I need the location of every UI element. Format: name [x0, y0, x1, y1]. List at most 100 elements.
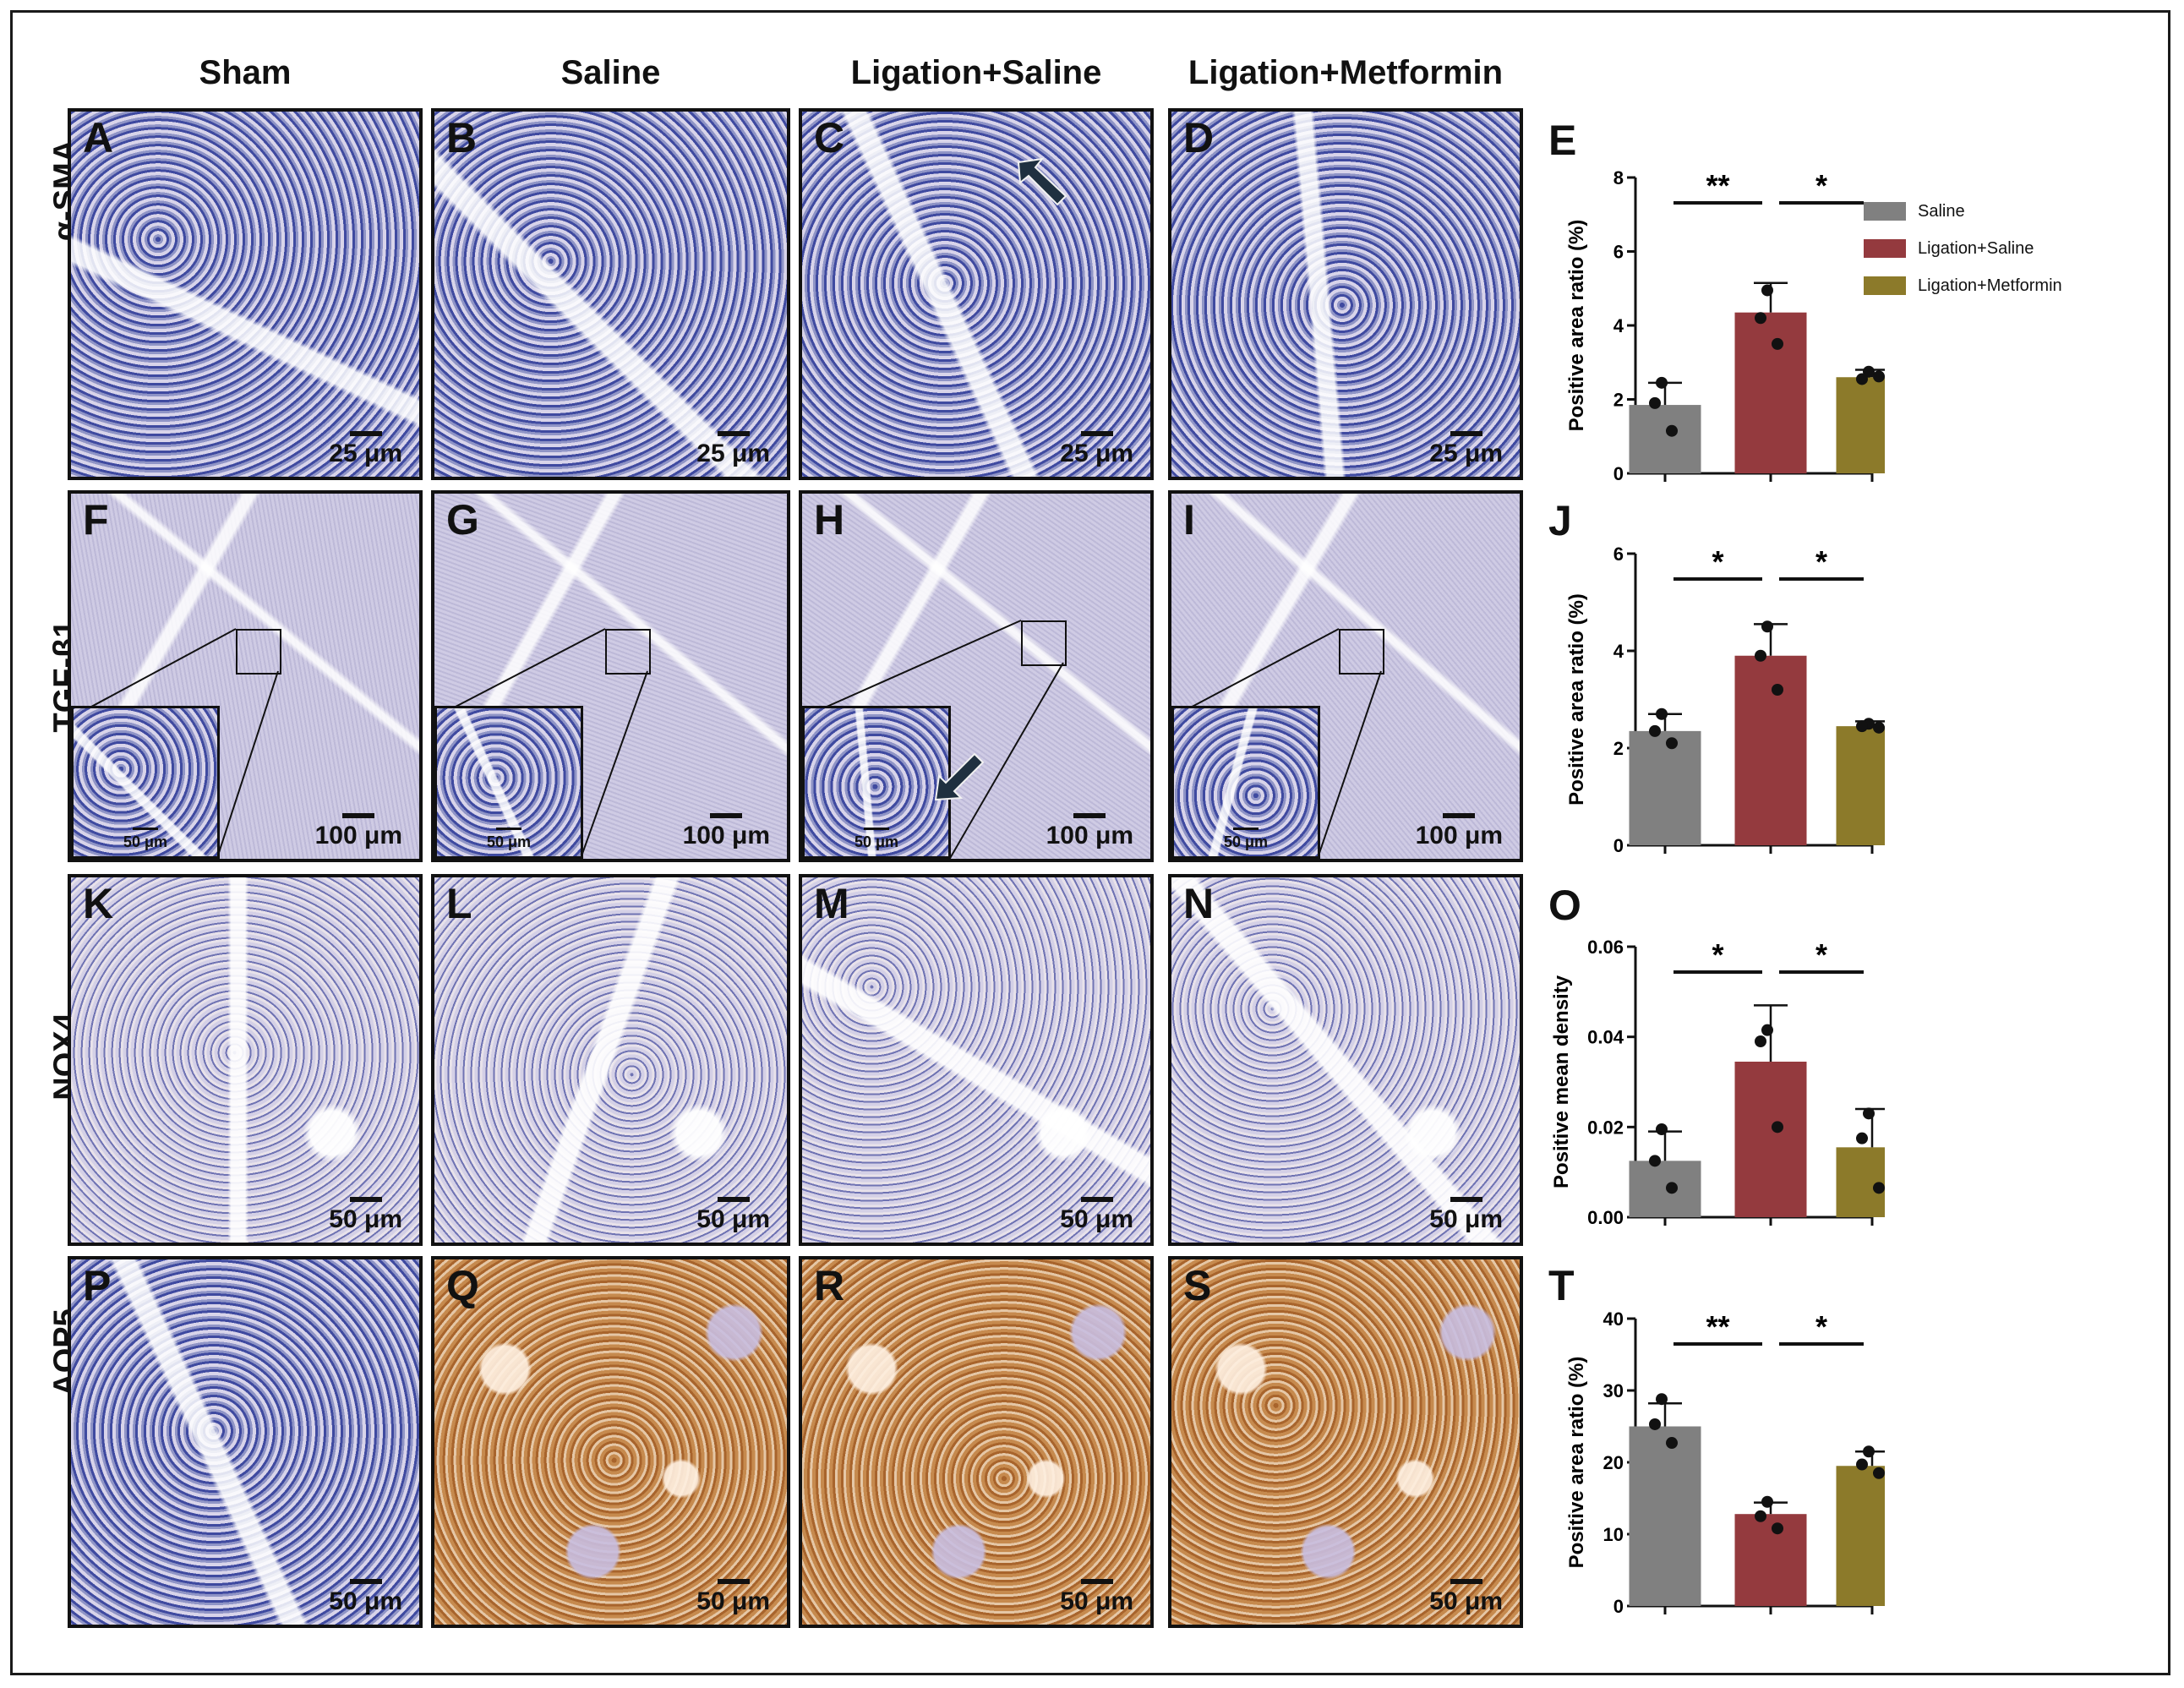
arrow-icon: [1017, 157, 1067, 206]
micrograph-panel-n: N 50 μm: [1168, 874, 1523, 1246]
scale-bar: 50 μm: [696, 1579, 770, 1616]
data-point: [1761, 1495, 1773, 1508]
y-tick-label: 40: [1603, 1308, 1624, 1330]
y-tick-label: 4: [1613, 315, 1624, 336]
micrograph-panel-f: F 100 μm 50 μm: [68, 490, 423, 862]
micrograph-panel-i: I 100 μm 50 μm: [1168, 490, 1523, 862]
panel-letter: D: [1183, 114, 1215, 161]
data-point: [1772, 337, 1783, 350]
scale-bar: 100 μm: [683, 813, 770, 850]
scale-bar: 25 μm: [1060, 431, 1133, 468]
zoom-line: [579, 670, 648, 859]
legend-item: Ligation+Saline: [1864, 230, 2062, 267]
scale-bar-label: 50 μm: [1060, 1587, 1133, 1615]
data-point: [1761, 620, 1773, 633]
scale-bar-line: [342, 813, 375, 818]
row-label: α-SMA: [48, 139, 84, 241]
column-header: Saline: [560, 54, 661, 91]
arrow-shape: [934, 752, 985, 801]
scale-bar: 25 μm: [696, 431, 770, 468]
y-tick-label: 0.02: [1587, 1117, 1624, 1138]
y-tick-label: 30: [1603, 1380, 1624, 1401]
bar-2: [1734, 312, 1807, 473]
inset-scale-bar-line: [495, 828, 521, 830]
bar-2: [1734, 1062, 1807, 1217]
panel-letter: K: [83, 880, 114, 927]
chart-panel-letter: O: [1548, 882, 1581, 929]
zoom-line: [1171, 628, 1340, 718]
y-axis-label: Positive area ratio (%): [1565, 220, 1588, 432]
inset-scale-bar: 50 μm: [854, 828, 898, 851]
zoom-line: [1316, 670, 1382, 859]
bar-2: [1734, 655, 1807, 845]
data-point: [1755, 649, 1766, 662]
scale-bar: 50 μm: [1060, 1197, 1133, 1234]
legend-label: Ligation+Metformin: [1918, 276, 2062, 295]
legend-swatch: [1864, 202, 1906, 221]
micrograph-panel-m: M 50 μm: [799, 874, 1154, 1246]
data-point: [1666, 424, 1678, 437]
data-point: [1656, 1123, 1668, 1135]
bar-2: [1734, 1514, 1807, 1606]
y-tick-label: 0: [1613, 835, 1624, 856]
micrograph-panel-k: K 50 μm: [68, 874, 423, 1246]
y-tick-label: 2: [1613, 390, 1624, 411]
scale-bar-line: [1443, 813, 1476, 818]
y-axis-label: Positive area ratio (%): [1565, 1357, 1588, 1569]
scale-bar: 25 μm: [1429, 431, 1503, 468]
y-tick-label: 10: [1603, 1524, 1624, 1545]
significance-label: *: [1712, 544, 1723, 579]
zoom-line: [802, 620, 1022, 718]
data-point: [1772, 684, 1783, 696]
scale-bar-label: 50 μm: [329, 1205, 402, 1233]
significance-label: *: [1815, 544, 1827, 579]
scale-bar: 100 μm: [1416, 813, 1503, 850]
micrograph-panel-r: R 50 μm: [799, 1256, 1154, 1628]
significance-label: *: [1815, 937, 1827, 972]
micrograph-panel-q: Q 50 μm: [431, 1256, 790, 1628]
scale-bar-label: 25 μm: [1060, 440, 1133, 467]
scale-bar-label: 100 μm: [1046, 822, 1133, 849]
row-label: TGF-β1: [48, 620, 84, 733]
data-point: [1755, 1510, 1766, 1522]
scale-bar-line: [1450, 431, 1482, 436]
inset-scale-bar-line: [1232, 828, 1259, 830]
scale-bar-label: 100 μm: [682, 822, 770, 849]
y-tick-label: 0: [1613, 463, 1624, 484]
panel-letter: C: [814, 114, 845, 161]
scale-bar: 50 μm: [329, 1579, 402, 1616]
zoom-lines: [1171, 628, 1382, 859]
scale-bar-label: 50 μm: [1429, 1587, 1503, 1615]
data-point: [1649, 1155, 1661, 1167]
micrograph-panel-h: H 100 μm 50 μm: [799, 490, 1154, 862]
bar-chart-j: 0 2 4 6 Positive area ratio (%) * *: [1565, 544, 1885, 856]
data-point: [1873, 1467, 1885, 1479]
panel-letter: N: [1183, 880, 1215, 927]
y-tick-label: 0: [1613, 1596, 1624, 1617]
arrow-icon: [934, 752, 985, 801]
data-point: [1656, 376, 1668, 389]
scale-bar: 100 μm: [315, 813, 402, 850]
y-tick-label: 6: [1613, 544, 1624, 565]
data-point: [1873, 721, 1885, 734]
scale-bar-line: [1080, 431, 1113, 436]
significance-label: *: [1712, 937, 1723, 972]
zoom-region-box: [1339, 629, 1384, 675]
data-point: [1873, 370, 1885, 383]
scale-bar-line: [1080, 1579, 1113, 1584]
zoom-line: [216, 670, 279, 859]
scale-bar: 50 μm: [696, 1197, 770, 1234]
zoom-line: [71, 628, 237, 718]
scale-bar: 100 μm: [1046, 813, 1133, 850]
column-header: Ligation+Metformin: [1188, 54, 1504, 91]
scale-bar-line: [1450, 1579, 1482, 1584]
scale-bar-line: [1080, 1197, 1113, 1202]
scale-bar-label: 25 μm: [329, 440, 402, 467]
inset-scale-bar: 50 μm: [487, 828, 531, 851]
micrograph-panel-c: C 25 μm: [799, 108, 1154, 480]
scale-bar-line: [717, 1197, 750, 1202]
inset-scale-bar-label: 50 μm: [123, 833, 168, 850]
panel-letter: H: [814, 496, 845, 544]
scale-bar-line: [1073, 813, 1106, 818]
data-point: [1856, 1132, 1868, 1144]
